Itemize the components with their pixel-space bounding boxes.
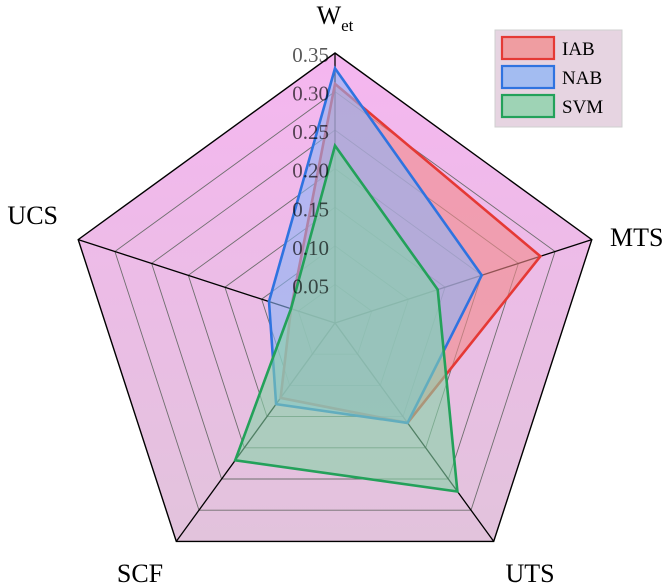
grid-ring [77, 52, 593, 543]
legend-label-nab: NAB [562, 68, 602, 89]
radial-tick-label: 0.30 [292, 82, 329, 106]
legend-swatch-iab [500, 35, 556, 61]
axis-label-uts: UTS [505, 559, 554, 584]
radial-tick-label: 0.05 [292, 274, 329, 298]
legend-label-iab: IAB [562, 39, 595, 60]
series-svm-polygon [233, 142, 459, 494]
axis-label-ucs: UCS [7, 201, 58, 230]
axis-label-wet: Wet [317, 1, 354, 35]
radial-tick-label: 0.25 [292, 120, 329, 144]
legend-swatch-svm [500, 93, 556, 119]
axis-label-mts: MTS [610, 223, 663, 252]
radial-tick-label: 0.10 [292, 236, 329, 260]
radial-tick-labels: 0.05 0.10 0.15 0.20 0.25 0.30 0.35 [292, 43, 329, 298]
radar-series [233, 65, 543, 494]
legend-swatch-nab [500, 64, 556, 90]
legend-label-svm: SVM [562, 97, 603, 118]
axis-label-scf: SCF [117, 559, 163, 584]
radial-tick-label: 0.20 [292, 159, 329, 183]
axis-labels: Wet MTS UTS SCF UCS [7, 1, 663, 584]
axis-label-subscript: et [341, 16, 354, 35]
legend: IAB NAB SVM [494, 29, 623, 128]
grid-ring [114, 91, 556, 511]
radial-tick-label: 0.15 [292, 197, 329, 221]
radial-tick-label: 0.35 [292, 43, 329, 67]
